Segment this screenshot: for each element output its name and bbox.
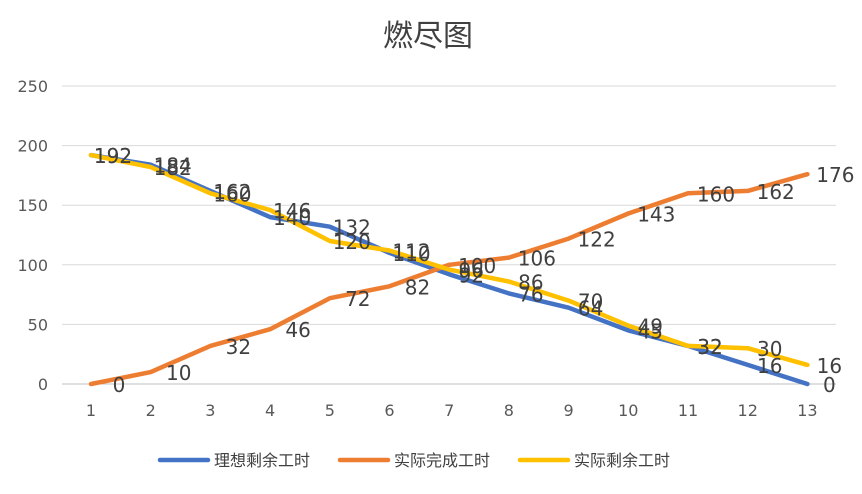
legend-label-ideal-remaining: 理想剩余工时 [214,451,310,470]
data-label-ideal-remaining: 140 [273,206,311,230]
data-label-actual-remaining: 192 [94,144,132,168]
data-label-ideal-remaining: 0 [823,373,836,397]
data-label-actual-remaining: 70 [578,290,603,314]
x-tick-label: 10 [618,401,638,420]
chart-title: 燃尽图 [383,19,473,54]
data-label-actual-completed: 106 [518,247,556,271]
data-label-ideal-remaining: 192 [94,144,132,168]
data-label-actual-remaining: 49 [638,315,663,339]
y-tick-label: 50 [28,315,48,334]
data-label-actual-remaining: 16 [817,354,842,378]
data-label-ideal-remaining: 184 [154,154,192,178]
data-label-actual-completed: 0 [113,373,126,397]
x-tick-label: 13 [797,401,817,420]
data-label-actual-remaining: 86 [518,270,543,294]
data-label-actual-completed: 100 [458,254,496,278]
data-label-actual-remaining: 30 [757,337,782,361]
data-label-ideal-remaining: 64 [578,297,603,321]
x-tick-label: 7 [444,401,454,420]
x-tick-label: 6 [384,401,394,420]
data-label-ideal-remaining: 132 [333,216,371,240]
data-label-actual-completed: 160 [697,182,735,206]
data-label-actual-completed: 10 [166,361,191,385]
data-label-ideal-remaining: 16 [757,354,782,378]
y-tick-label: 0 [38,375,48,394]
data-label-ideal-remaining: 32 [697,335,722,359]
data-label-actual-completed: 72 [345,287,370,311]
x-tick-label: 5 [325,401,335,420]
data-label-actual-completed: 176 [816,163,854,187]
legend-label-actual-remaining: 实际剩余工时 [574,451,670,470]
legend: 理想剩余工时 实际完成工时 实际剩余工时 [157,451,670,470]
data-label-actual-remaining: 146 [273,199,311,223]
data-label-actual-remaining: 120 [333,230,371,254]
data-label-actual-remaining: 112 [392,239,430,263]
x-tick-label: 3 [205,401,215,420]
x-tick-label: 9 [564,401,574,420]
series-line-actual-remaining [88,152,810,368]
data-label-actual-remaining: 32 [697,335,722,359]
data-label-actual-completed: 143 [637,203,675,227]
data-label-actual-completed: 46 [285,318,310,342]
x-tick-label: 11 [678,401,698,420]
series-line-actual-completed [88,171,810,387]
data-label-actual-remaining: 96 [458,259,483,283]
x-tick-label: 8 [504,401,514,420]
data-label-ideal-remaining: 110 [392,242,430,266]
y-tick-label: 150 [17,196,48,215]
legend-label-actual-completed: 实际完成工时 [394,451,490,470]
data-label-ideal-remaining: 76 [518,282,543,306]
data-label-actual-completed: 82 [405,275,430,299]
data-label-actual-completed: 122 [578,228,616,252]
data-label-actual-completed: 32 [226,335,251,359]
x-tick-label: 1 [86,401,96,420]
data-label-actual-completed: 162 [757,180,795,204]
x-tick-label: 12 [738,401,758,420]
data-label-ideal-remaining: 162 [213,180,251,204]
y-tick-label: 100 [17,256,48,275]
data-label-ideal-remaining: 45 [638,319,663,343]
y-tick-label: 200 [17,137,48,156]
series-layer [88,152,810,387]
x-tick-label: 2 [146,401,156,420]
data-label-actual-remaining: 160 [213,182,251,206]
data-label-actual-remaining: 182 [154,156,192,180]
data-label-ideal-remaining: 92 [458,263,483,287]
y-tick-label: 250 [17,77,48,96]
x-tick-label: 4 [265,401,275,420]
